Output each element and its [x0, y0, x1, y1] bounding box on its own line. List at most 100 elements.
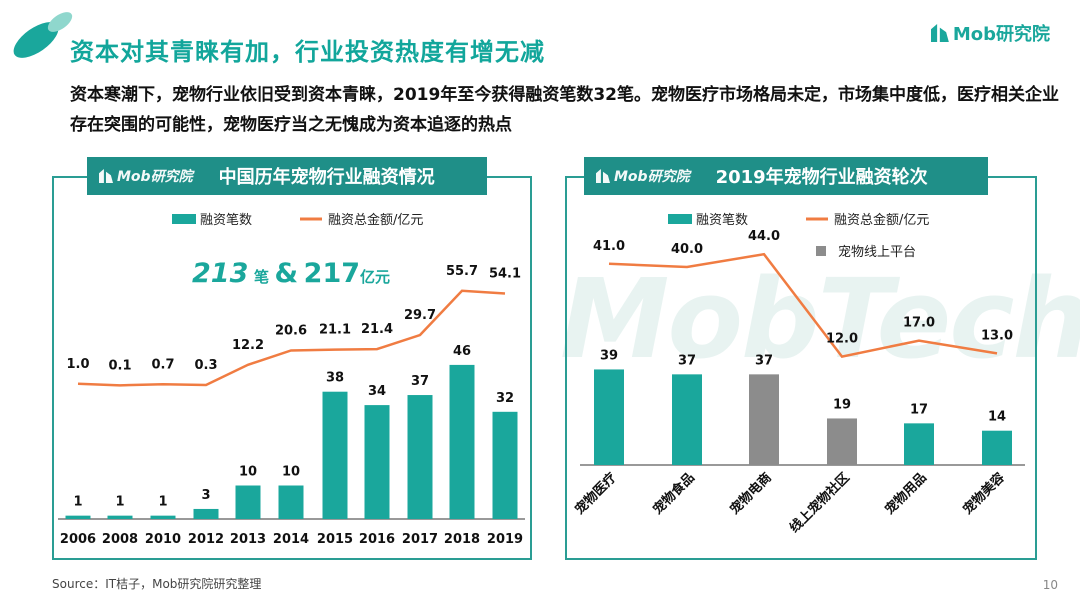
x-tick-宠物电商: 宠物电商: [727, 470, 775, 518]
bar-2010: [150, 515, 176, 519]
x-tick-2017: 2017: [402, 532, 438, 547]
x-tick-2013: 2013: [230, 532, 266, 547]
left-chart-title: 中国历年宠物行业融资情况: [218, 167, 435, 188]
right-header-brand-text: Mob研究院: [614, 169, 690, 185]
bar-2016: [364, 405, 390, 519]
bar-label-宠物电商: 37: [755, 353, 773, 368]
legend-label-platform: 宠物线上平台: [838, 244, 916, 260]
line-series-amount: [608, 252, 998, 358]
bar-2018: [449, 364, 475, 519]
bar-label-2018: 46: [453, 344, 471, 359]
x-tick-2010: 2010: [145, 532, 181, 547]
page-number: 10: [1042, 578, 1058, 592]
bar-2012: [193, 508, 219, 519]
bar-label-线上宠物社区: 19: [833, 397, 851, 412]
bar-label-2013: 10: [239, 465, 257, 480]
right-chart-header: Mob研究院 2019年宠物行业融资轮次: [584, 157, 988, 195]
bar-宠物用品: [904, 423, 934, 465]
x-tick-宠物食品: 宠物食品: [650, 470, 698, 518]
bar-2017: [407, 395, 433, 519]
bar-label-2012: 3: [201, 488, 210, 503]
x-tick-2018: 2018: [444, 532, 480, 547]
bar-label-2016: 34: [368, 384, 386, 399]
line-label-2010: 0.7: [151, 357, 174, 372]
x-tick-2006: 2006: [60, 532, 96, 547]
bar-2008: [107, 515, 133, 519]
bar-label-2010: 1: [158, 495, 167, 510]
bar-label-宠物食品: 37: [678, 353, 696, 368]
bar-label-宠物医疗: 39: [600, 348, 618, 363]
right-header-brand: Mob研究院: [596, 166, 690, 186]
line-label-2014: 20.6: [275, 323, 307, 338]
brand-logo-text: Mob研究院: [952, 24, 1050, 45]
legend-label-bar: 融资笔数: [696, 212, 748, 228]
legend-label-line: 融资总金额/亿元: [834, 212, 929, 228]
total-highlight: 213 笔 & 217亿元: [192, 258, 390, 289]
bar-2014: [278, 485, 304, 519]
bar-label-2019: 32: [496, 391, 514, 406]
highlight-amount-unit: 亿元: [360, 268, 391, 286]
bar-宠物医疗: [594, 369, 624, 465]
left-chart-header: Mob研究院 中国历年宠物行业融资情况: [87, 157, 487, 195]
line-label-宠物电商: 44.0: [748, 229, 780, 244]
x-tick-2016: 2016: [359, 532, 395, 547]
bar-2006: [65, 515, 91, 519]
bar-label-2015: 38: [326, 371, 344, 386]
bar-label-2017: 37: [411, 374, 429, 389]
legend-swatch-bar: [668, 214, 692, 224]
legend-swatch-bar: [172, 214, 196, 224]
highlight-amp: &: [274, 258, 299, 289]
bar-宠物食品: [672, 374, 702, 465]
x-tick-2015: 2015: [317, 532, 353, 547]
line-label-线上宠物社区: 12.0: [826, 332, 858, 347]
watermark: MobTech: [560, 255, 1080, 383]
page-title: 资本对其青睐有加，行业投资热度有增无减: [70, 38, 545, 66]
bar-label-宠物用品: 17: [910, 402, 928, 417]
line-label-宠物用品: 17.0: [903, 316, 935, 331]
x-tick-宠物美容: 宠物美容: [960, 470, 1008, 518]
legend-swatch-platform: [816, 246, 826, 256]
corner-decoration: [13, 12, 73, 58]
line-label-宠物医疗: 41.0: [593, 239, 625, 254]
line-label-2016: 21.4: [361, 322, 393, 337]
left-header-brand: Mob研究院: [99, 166, 193, 186]
line-label-2017: 29.7: [404, 308, 436, 323]
line-label-2018: 55.7: [446, 264, 478, 279]
bar-label-宠物美容: 14: [988, 410, 1006, 425]
line-label-宠物美容: 13.0: [981, 328, 1013, 343]
x-tick-2008: 2008: [102, 532, 138, 547]
line-label-2013: 12.2: [232, 338, 264, 353]
bar-2015: [322, 391, 348, 519]
x-tick-2012: 2012: [188, 532, 224, 547]
bar-2019: [492, 411, 518, 519]
line-label-2008: 0.1: [108, 358, 131, 373]
bar-宠物美容: [982, 430, 1012, 465]
legend-label-bar: 融资笔数: [200, 212, 252, 228]
x-tick-宠物医疗: 宠物医疗: [572, 470, 620, 518]
x-tick-宠物用品: 宠物用品: [882, 470, 930, 518]
bar-线上宠物社区: [827, 418, 857, 465]
source-note: Source：IT桔子，Mob研究院研究整理: [52, 577, 262, 591]
bar-label-2008: 1: [115, 495, 124, 510]
x-tick-2019: 2019: [487, 532, 523, 547]
left-header-brand-text: Mob研究院: [117, 169, 193, 185]
line-label-宠物食品: 40.0: [671, 242, 703, 257]
highlight-count-unit: 笔: [253, 268, 269, 286]
brand-logo: Mob研究院: [930, 20, 1050, 46]
line-series-amount: [77, 289, 506, 387]
highlight-amount: 217: [303, 258, 361, 289]
highlight-count: 213: [192, 258, 249, 289]
line-label-2019: 54.1: [489, 267, 521, 282]
x-tick-线上宠物社区: 线上宠物社区: [786, 470, 852, 536]
bar-label-2014: 10: [282, 465, 300, 480]
bar-label-2006: 1: [73, 495, 82, 510]
legend-label-line: 融资总金额/亿元: [328, 212, 423, 228]
line-label-2006: 1.0: [66, 357, 89, 372]
line-label-2015: 21.1: [319, 323, 351, 338]
intro-text: 资本寒潮下，宠物行业依旧受到资本青睐，2019年至今获得融资笔数32笔。宠物医疗…: [70, 85, 1059, 135]
bar-宠物电商: [749, 374, 779, 465]
line-label-2012: 0.3: [194, 358, 217, 373]
right-chart-title: 2019年宠物行业融资轮次: [715, 167, 928, 188]
